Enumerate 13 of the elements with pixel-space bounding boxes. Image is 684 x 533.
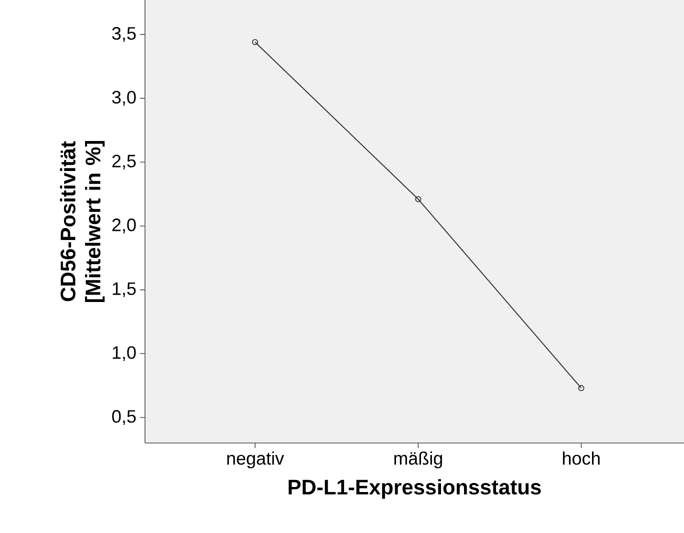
- y-tick-label: 2,5: [112, 154, 136, 170]
- y-tick-label: 2,0: [112, 218, 136, 234]
- y-axis-title: CD56-Positivität [Mittelwert in %]: [60, 141, 105, 302]
- x-tick-label: negativ: [227, 452, 284, 468]
- x-tick-label: hoch: [562, 452, 600, 465]
- x-tick-label: mäßig: [394, 452, 442, 468]
- y-tick-label: 3,5: [112, 27, 136, 42]
- point: [415, 196, 422, 202]
- y-tick-label: 1,0: [112, 346, 136, 362]
- y-tick-label: 3,0: [112, 90, 136, 106]
- y-tick-label: 0,5: [112, 410, 136, 425]
- y-tick-label: 1,5: [112, 282, 136, 298]
- x-axis-title: PD-L1-Expressionsstatus: [288, 479, 541, 499]
